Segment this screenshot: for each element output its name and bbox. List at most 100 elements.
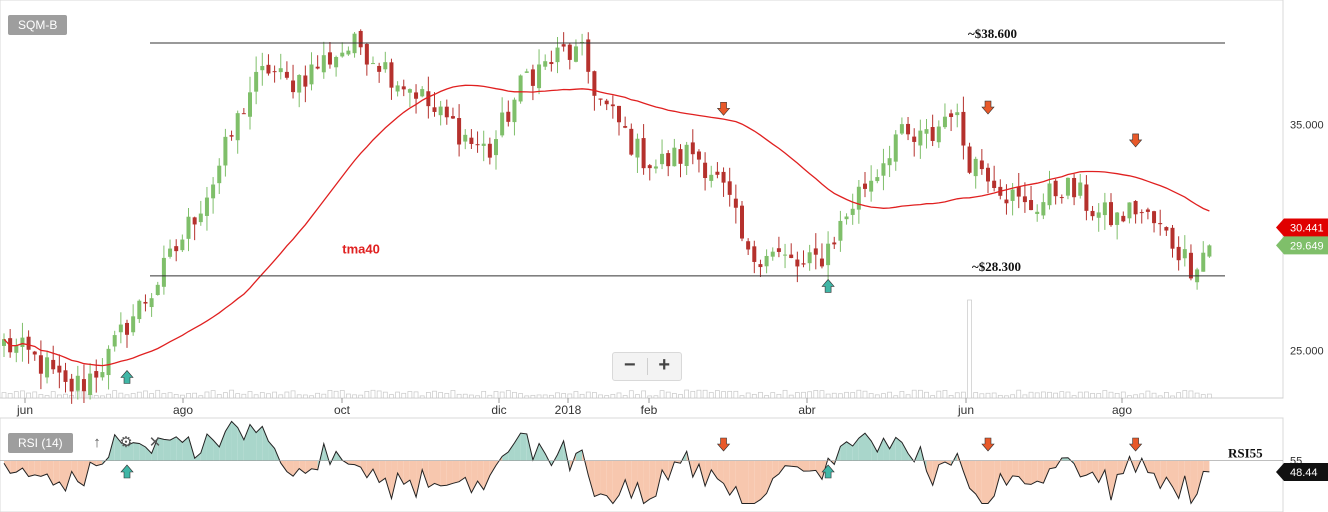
candle-body <box>912 136 917 142</box>
volume-bar <box>1133 394 1138 399</box>
volume-bar <box>296 394 302 399</box>
rsi-fill-segment <box>600 460 607 496</box>
rsi-fill-segment <box>1080 460 1087 477</box>
gear-icon[interactable]: ⚙ <box>119 434 133 451</box>
volume-bar <box>444 393 450 399</box>
candle-body <box>875 177 880 182</box>
volume-bar <box>321 393 327 399</box>
volume-bar <box>985 392 991 399</box>
volume-bar <box>462 393 468 399</box>
volume-bar <box>456 393 462 399</box>
volume-bar <box>782 389 788 399</box>
volume-bar <box>616 392 622 399</box>
candle-body <box>94 371 99 378</box>
volume-bar <box>1059 391 1065 399</box>
volume-bar <box>352 394 357 399</box>
volume-bar <box>899 391 905 399</box>
rsi-fill-segment <box>809 460 816 472</box>
volume-bar <box>745 392 751 399</box>
volume-bar <box>395 391 400 399</box>
candle-body <box>377 65 382 72</box>
volume-bar <box>684 389 690 399</box>
candle-body <box>168 248 173 257</box>
rsi-fill-segment <box>594 460 601 497</box>
rsi-fill-segment <box>139 443 146 461</box>
candle-body <box>131 316 136 333</box>
candle-body <box>986 167 990 182</box>
candle-body <box>1059 197 1064 199</box>
candle-body <box>610 104 615 107</box>
rsi-fill-segment <box>471 460 478 493</box>
candle-body <box>75 375 80 391</box>
candle-body <box>204 197 209 216</box>
candle-body <box>543 61 548 67</box>
zoom-in-button[interactable]: + <box>658 354 671 376</box>
volume-bar <box>1102 390 1108 399</box>
rsi-fill-segment <box>901 442 909 461</box>
candle-body <box>1010 189 1015 201</box>
rsi-fill-segment <box>452 460 460 484</box>
zoom-out-button[interactable]: − <box>623 354 636 376</box>
rsi-fill-segment <box>975 460 982 504</box>
volume-bar <box>241 393 247 399</box>
candle-body <box>358 30 363 48</box>
volume-bar <box>524 395 530 399</box>
volume-bar <box>426 392 431 399</box>
candle-body <box>340 52 345 57</box>
rsi-fill-segment <box>748 460 755 504</box>
candle-body <box>1176 246 1181 261</box>
rsi-fill-segment <box>520 433 527 461</box>
candle-body <box>1041 202 1046 216</box>
arrow-up-icon[interactable]: ↑ <box>93 434 101 451</box>
candle-body <box>303 75 308 87</box>
volume-bar <box>1004 395 1009 399</box>
rsi-fill-segment <box>711 460 718 479</box>
candle-body <box>715 171 720 175</box>
candle-body <box>395 85 400 92</box>
candle-body <box>26 336 31 350</box>
rsi-indicator-label[interactable]: RSI (14) <box>8 433 73 453</box>
volume-bar <box>542 394 548 399</box>
volume-bar <box>333 390 339 399</box>
rsi-fill-segment <box>416 460 423 498</box>
rsi-fill-segment <box>305 460 312 474</box>
close-icon[interactable]: ✕ <box>148 434 162 451</box>
rsi-fill-segment <box>889 437 896 461</box>
candle-body <box>1139 212 1144 214</box>
volume-bar <box>838 393 843 399</box>
candle-body <box>826 243 831 266</box>
date-tick-label: jun <box>957 403 974 417</box>
volume-bar <box>223 392 228 399</box>
rsi-fill-segment <box>612 460 619 504</box>
candle-body <box>604 100 609 105</box>
rsi-fill-segment <box>311 460 318 470</box>
volume-bar <box>1151 392 1157 399</box>
rsi-fill-segment <box>409 460 417 498</box>
candle-body <box>795 259 800 267</box>
ticker-label[interactable]: SQM-B <box>8 15 68 35</box>
candle-body <box>389 62 394 88</box>
candle-body <box>1127 202 1132 219</box>
signal-up-arrow <box>120 370 134 384</box>
volume-bar <box>702 389 708 399</box>
volume-bar <box>13 391 19 399</box>
last-price-badge-shape <box>1276 236 1328 255</box>
volume-bar <box>499 391 505 399</box>
volume-bar <box>610 394 616 399</box>
volume-bar <box>1053 392 1059 399</box>
rsi-fill-segment <box>133 442 140 461</box>
rsi-fill-segment <box>502 452 509 461</box>
candle-body <box>727 181 732 195</box>
volume-bar <box>438 392 443 399</box>
candle-body <box>1047 183 1052 206</box>
volume-bar <box>401 392 407 399</box>
candle-body <box>573 46 578 62</box>
rsi-fill-segment <box>766 460 773 494</box>
rsi-fill-segment <box>643 460 650 504</box>
rsi-fill-segment <box>625 460 632 499</box>
volume-bar <box>801 391 806 399</box>
volume-bar <box>1016 389 1022 399</box>
date-tick-label: oct <box>334 403 351 417</box>
